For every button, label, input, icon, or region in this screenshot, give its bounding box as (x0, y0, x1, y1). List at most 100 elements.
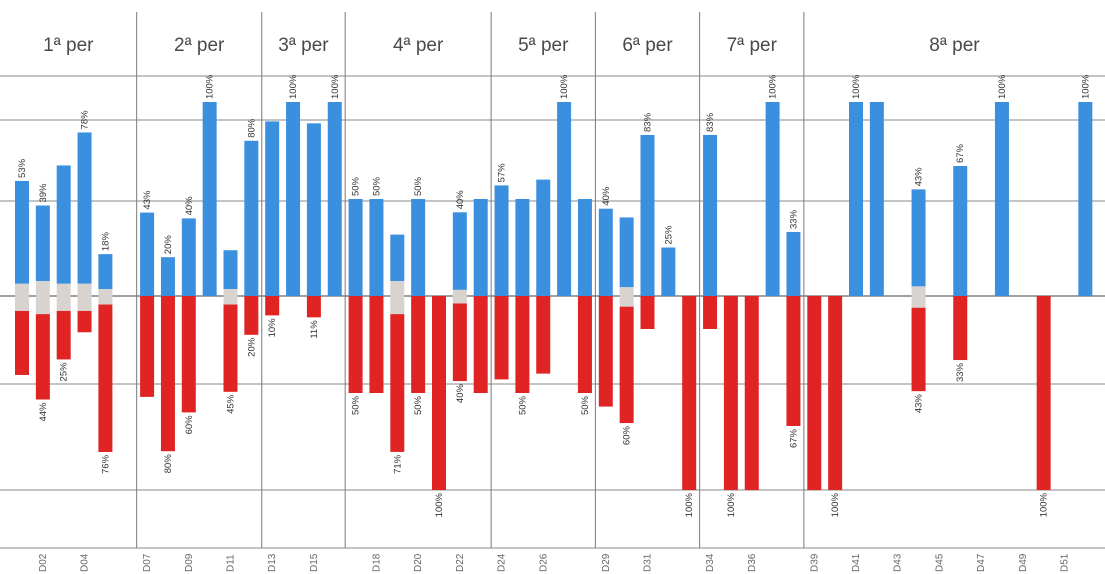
period-headers-layer: 1ª per 2ª per 3ª per 4ª per 5ª per 6ª per 7ª p… (43, 12, 980, 548)
positive-value-label: 100% (205, 74, 216, 99)
x-tick-label: D15 (309, 553, 320, 572)
positive-value-label: 57% (497, 163, 508, 183)
neutral-bar (15, 283, 29, 311)
negative-value-label: 20% (246, 337, 257, 357)
negative-value-label: 100% (684, 492, 695, 517)
negative-bar (1036, 296, 1051, 490)
negative-bar (744, 296, 759, 490)
negative-value-label: 67% (788, 428, 799, 448)
positive-bar (598, 208, 613, 296)
x-tick-label: D29 (601, 553, 612, 572)
positive-value-label: 40% (455, 190, 466, 210)
negative-value-label: 100% (1039, 492, 1050, 517)
positive-value-label: 100% (330, 74, 341, 99)
negative-value-label: 11% (309, 320, 320, 339)
negative-bar (911, 307, 926, 392)
x-tick-label: D41 (851, 553, 862, 572)
negative-value-label: 44% (38, 402, 49, 422)
negative-bar (77, 310, 92, 333)
negative-value-label: 60% (622, 426, 633, 446)
neutral-bar (35, 281, 50, 315)
positive-value-label: 100% (768, 74, 779, 99)
negative-bar (56, 310, 71, 360)
negative-value-label: 100% (830, 492, 841, 517)
positive-bar (265, 121, 280, 297)
positive-bar (869, 102, 884, 296)
neutral-bar (619, 287, 634, 307)
negative-bar (703, 296, 718, 329)
positive-value-label: 25% (663, 225, 674, 245)
negative-bar (723, 296, 738, 490)
period-header: 4ª per (393, 35, 444, 56)
positive-bar (786, 231, 801, 296)
positive-value-label: 80% (246, 118, 257, 138)
negative-bar (411, 296, 426, 393)
x-tick-label: D34 (705, 553, 716, 572)
positive-bar (348, 199, 363, 296)
neutral-bar (452, 289, 467, 304)
negative-bar (786, 296, 801, 426)
neutral-bar (390, 281, 405, 315)
negative-value-label: 40% (455, 384, 466, 404)
positive-value-label: 50% (413, 176, 424, 196)
positive-bar (15, 180, 29, 284)
negative-bar (432, 296, 446, 490)
x-tick-label: D13 (267, 553, 278, 572)
neutral-bar (56, 283, 71, 311)
positive-value-label: 40% (601, 186, 612, 206)
positive-bar (557, 102, 572, 296)
positive-bar (911, 189, 926, 287)
positive-value-label: 43% (914, 167, 925, 187)
positive-bar (77, 132, 92, 284)
positive-bar (515, 199, 530, 296)
negative-bar (473, 296, 488, 393)
neutral-bar (911, 286, 926, 308)
x-tick-label: D47 (976, 553, 987, 572)
x-tick-label: D07 (142, 553, 153, 572)
x-tick-label: D18 (371, 553, 382, 572)
positive-bar (536, 179, 551, 296)
positive-bar (473, 199, 488, 296)
positive-bar (223, 250, 238, 290)
x-tick-label: D24 (497, 553, 508, 572)
positive-bar (953, 166, 968, 296)
x-tick-label: D31 (643, 553, 654, 572)
negative-value-label: 50% (517, 395, 528, 415)
x-tick-label: D36 (747, 553, 758, 572)
positive-bar (1078, 102, 1093, 296)
negative-value-label: 45% (226, 394, 237, 414)
positive-bar (411, 199, 426, 296)
positive-value-label: 50% (351, 176, 362, 196)
positive-value-label: 18% (100, 232, 111, 252)
negative-bar (640, 296, 655, 329)
negative-bar (828, 296, 843, 490)
positive-bar (244, 140, 259, 296)
negative-bar (807, 296, 822, 490)
negative-value-label: 43% (914, 394, 925, 414)
negative-bar (160, 296, 175, 452)
x-tick-label: D20 (413, 553, 424, 572)
period-header: 1ª per (43, 35, 94, 56)
positive-bar (390, 234, 405, 282)
x-tick-label: D49 (1018, 553, 1029, 572)
negative-value-label: 76% (100, 454, 111, 474)
positive-bar (661, 247, 676, 296)
x-tick-label: D04 (80, 553, 91, 572)
positive-bar (56, 165, 71, 284)
x-tick-labels-layer: D02 D04 D07 D09 D11 D13 D15 D18 D20 D22 D24 D26 D29 D… (38, 553, 1071, 572)
positive-bar (160, 257, 175, 296)
positive-bar (181, 218, 196, 296)
negative-bar (181, 296, 196, 413)
positive-value-label: 40% (184, 196, 195, 216)
negative-value-label: 80% (163, 454, 174, 474)
neutral-bar (223, 289, 238, 305)
x-tick-label: D39 (809, 553, 820, 572)
x-tick-label: D22 (455, 553, 466, 572)
negative-bar (390, 314, 405, 452)
negative-value-label: 60% (184, 415, 195, 435)
neutral-bar (98, 289, 113, 305)
negative-bar (244, 296, 259, 335)
x-tick-label: D45 (934, 553, 945, 572)
negative-bar (536, 296, 551, 374)
